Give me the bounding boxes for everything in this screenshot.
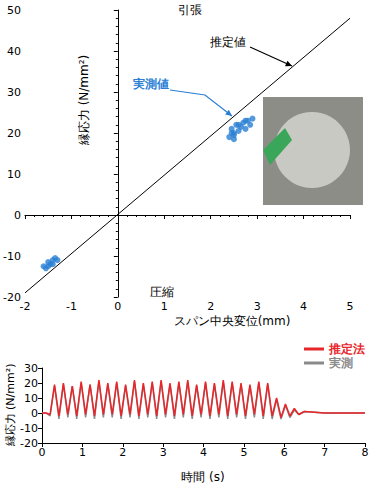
svg-text:7: 7 bbox=[321, 446, 328, 459]
svg-text:引張: 引張 bbox=[178, 3, 202, 17]
svg-text:4: 4 bbox=[200, 446, 207, 459]
svg-text:-1: -1 bbox=[66, 300, 77, 313]
svg-text:縁応力 (N/mm²): 縁応力 (N/mm²) bbox=[77, 55, 91, 146]
svg-text:1: 1 bbox=[79, 446, 86, 459]
svg-text:0: 0 bbox=[14, 209, 21, 222]
svg-text:スパン中央変位(mm): スパン中央変位(mm) bbox=[174, 314, 291, 328]
svg-text:30: 30 bbox=[7, 86, 21, 99]
svg-text:5: 5 bbox=[240, 446, 247, 459]
svg-text:1: 1 bbox=[161, 300, 168, 313]
svg-text:-20: -20 bbox=[3, 291, 21, 304]
svg-text:-10: -10 bbox=[3, 250, 21, 263]
svg-text:推定値: 推定値 bbox=[210, 35, 246, 49]
svg-text:50: 50 bbox=[7, 4, 21, 17]
svg-text:3: 3 bbox=[254, 300, 261, 313]
svg-text:0: 0 bbox=[114, 300, 121, 313]
svg-text:10: 10 bbox=[7, 168, 21, 181]
svg-text:2: 2 bbox=[207, 300, 214, 313]
svg-text:-2: -2 bbox=[19, 300, 30, 313]
svg-text:30: 30 bbox=[24, 362, 38, 375]
svg-text:10: 10 bbox=[24, 392, 38, 405]
svg-text:実測: 実測 bbox=[328, 356, 353, 370]
svg-text:縁応力 (N/mm²): 縁応力 (N/mm²) bbox=[4, 364, 17, 448]
svg-text:20: 20 bbox=[24, 377, 38, 390]
svg-text:実測値: 実測値 bbox=[132, 77, 169, 91]
svg-text:推定法: 推定法 bbox=[328, 342, 365, 356]
svg-text:0: 0 bbox=[39, 446, 46, 459]
svg-text:時間 (s): 時間 (s) bbox=[181, 470, 224, 484]
svg-text:40: 40 bbox=[7, 45, 21, 58]
svg-text:6: 6 bbox=[281, 446, 288, 459]
svg-text:2: 2 bbox=[119, 446, 126, 459]
svg-text:0: 0 bbox=[31, 407, 38, 420]
svg-text:-10: -10 bbox=[20, 422, 38, 435]
svg-text:5: 5 bbox=[347, 300, 354, 313]
svg-text:3: 3 bbox=[160, 446, 167, 459]
svg-text:圧縮: 圧縮 bbox=[150, 285, 174, 299]
svg-text:8: 8 bbox=[362, 446, 369, 459]
svg-text:-20: -20 bbox=[20, 437, 38, 450]
svg-text:20: 20 bbox=[7, 127, 21, 140]
svg-text:4: 4 bbox=[300, 300, 307, 313]
